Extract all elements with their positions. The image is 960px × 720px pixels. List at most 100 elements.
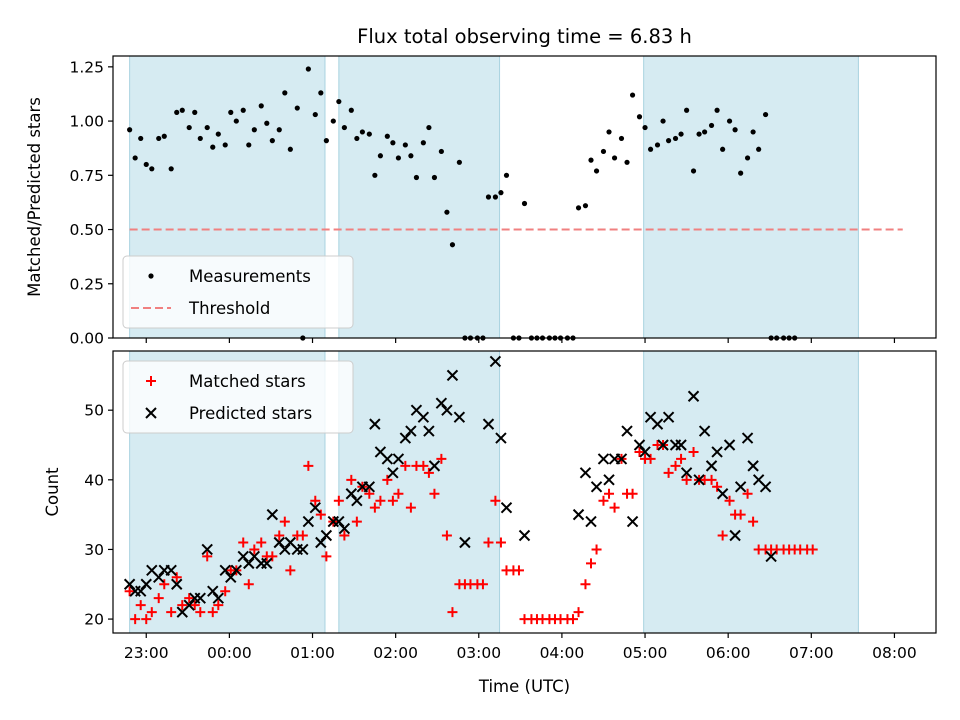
top-y-tick-label-2: 0.50	[69, 221, 104, 239]
measurements-point-36	[341, 124, 347, 131]
top-y-tick-label-4: 1.00	[69, 113, 104, 131]
measurements-point-33	[323, 138, 329, 144]
predicted-stars-point-36	[338, 522, 351, 535]
predicted-stars-point-16	[219, 564, 231, 577]
bottom-y-tick-label-1: 30	[84, 541, 104, 559]
bottom-shaded-span-1	[338, 350, 501, 634]
predicted-stars-point-25	[273, 536, 285, 549]
predicted-stars-point-91	[747, 460, 759, 472]
matched-stars-point-35	[333, 495, 344, 506]
matched-stars-point-2	[135, 600, 146, 611]
measurements-point-55	[456, 159, 462, 165]
measurements-point-24	[269, 138, 275, 144]
predicted-stars-point-88	[729, 529, 741, 542]
matched-stars-point-13	[202, 551, 213, 562]
matched-stars-point-36	[339, 530, 350, 541]
measurements-point-76	[582, 203, 589, 209]
predicted-stars-point-76	[657, 439, 669, 451]
predicted-stars-point-0	[123, 578, 136, 590]
predicted-stars-point-90	[741, 432, 754, 444]
predicted-stars-point-47	[405, 425, 417, 437]
matched-stars-point-19	[238, 537, 249, 548]
predicted-stars-point-82	[693, 474, 705, 486]
predicted-stars-point-93	[759, 481, 772, 493]
predicted-stars-point-32	[315, 536, 327, 549]
matched-stars-point-32	[315, 509, 326, 520]
matched-stars-point-16	[220, 586, 231, 597]
matched-stars-point-65	[513, 565, 524, 576]
measurements-point-85	[636, 114, 643, 120]
measurements-point-21	[251, 127, 257, 133]
matched-stars-point-74	[567, 614, 578, 625]
matched-stars-point-84	[627, 488, 638, 499]
measurements-point-34	[330, 118, 336, 124]
x-tick-label-6: 05:00	[623, 644, 668, 662]
predicted-stars-point-73	[639, 446, 651, 458]
predicted-stars-point-71	[626, 515, 639, 528]
measurements-point-93	[684, 107, 690, 113]
predicted-stars-point-87	[723, 439, 736, 451]
top-legend-label-1: Threshold	[188, 299, 270, 318]
matched-stars-point-4	[146, 607, 157, 618]
predicted-stars-point-61	[518, 529, 531, 542]
measurements-point-66	[521, 200, 528, 207]
predicted-stars-point-30	[302, 515, 315, 528]
measurements-point-10	[186, 124, 192, 131]
measurements-point-102	[738, 170, 744, 176]
matched-stars-point-91	[670, 460, 681, 471]
matched-stars-point-90	[663, 467, 674, 478]
measurements-point-27	[287, 146, 293, 152]
measurements-point-86	[642, 124, 648, 131]
top-y-tick-label-1: 0.25	[69, 275, 104, 293]
predicted-stars-point-35	[333, 515, 345, 528]
predicted-stars-point-60	[500, 501, 513, 514]
measurements-point-38	[354, 135, 360, 142]
measurements-point-37	[348, 107, 354, 113]
top-chart-title: Flux total observing time = 6.83 h	[357, 25, 692, 48]
measurements-point-49	[420, 140, 426, 146]
predicted-stars-point-46	[399, 432, 412, 444]
predicted-stars-point-13	[201, 543, 213, 556]
measurements-point-23	[264, 120, 270, 126]
x-tick-label-1: 00:00	[207, 644, 252, 662]
matched-stars-point-21	[249, 544, 260, 555]
top-legend-marker-0	[148, 273, 154, 279]
measurements-point-13	[204, 124, 210, 131]
measurements-point-91	[672, 135, 679, 142]
measurements-point-41	[372, 172, 378, 178]
predicted-stars-point-23	[261, 557, 273, 570]
measurements-point-15	[215, 131, 221, 137]
matched-stars-point-87	[645, 453, 656, 464]
matched-stars-point-42	[375, 495, 386, 506]
matched-stars-point-77	[586, 558, 597, 569]
bottom-legend: Matched stars Predicted stars	[122, 360, 354, 434]
predicted-stars-point-77	[662, 411, 675, 423]
predicted-stars-point-52	[435, 397, 448, 409]
predicted-stars-point-80	[680, 467, 693, 479]
measurements-point-12	[197, 135, 203, 142]
matched-stars-point-99	[717, 530, 728, 541]
measurements-point-96	[702, 129, 708, 135]
matched-stars-point-50	[423, 467, 434, 478]
measurements-point-25	[276, 127, 282, 133]
x-tick-label-8: 07:00	[789, 644, 834, 662]
predicted-stars-point-64	[585, 515, 597, 528]
measurements-point-105	[756, 146, 762, 152]
matched-stars-point-61	[490, 495, 501, 506]
measurements-point-100	[726, 118, 733, 124]
measurements-point-104	[750, 129, 756, 135]
predicted-stars-point-41	[369, 418, 381, 430]
measurements-point-43	[384, 133, 390, 139]
matched-stars-point-78	[591, 544, 602, 555]
matched-stars-point-10	[184, 593, 195, 604]
measurements-point-63	[503, 172, 510, 178]
predicted-stars-point-69	[615, 453, 628, 465]
matched-stars-point-52	[436, 453, 447, 464]
matched-stars-point-75	[573, 607, 584, 618]
predicted-stars-point-67	[603, 474, 615, 486]
predicted-stars-point-57	[482, 418, 495, 430]
matched-stars-point-60	[483, 537, 494, 548]
predicted-stars-point-20	[243, 557, 255, 570]
predicted-stars-point-40	[363, 481, 376, 493]
